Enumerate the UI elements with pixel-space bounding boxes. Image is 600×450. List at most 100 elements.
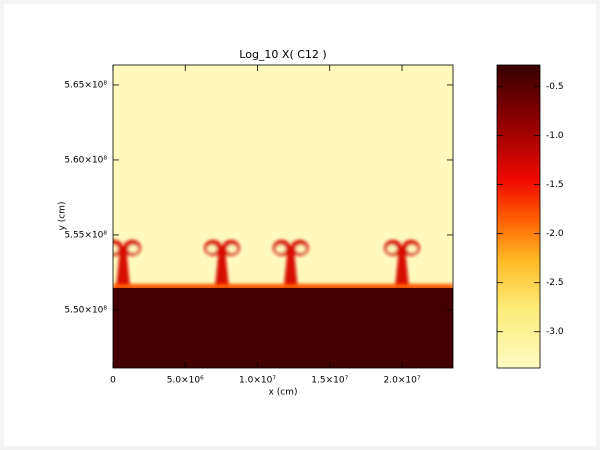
colorbar-swatch [497,176,540,180]
plume-cap-core [128,244,139,253]
plume-cap-core [206,244,217,253]
colorbar-swatch [497,82,540,86]
plume [203,239,240,288]
colorbar-swatch [497,312,540,316]
colorbar-swatch [497,100,540,104]
colorbar-swatch [497,166,540,170]
colorbar-swatch [497,201,540,205]
y-tick-label: 5.55×10⁸ [64,230,107,240]
plume-stem [214,247,229,288]
colorbar-swatch [497,143,540,147]
colorbar-swatch [497,67,540,71]
colorbar-swatch [497,261,540,265]
x-tick-label: 1.5×10⁷ [311,376,348,386]
colorbar-swatch [497,153,540,157]
plume [383,239,420,288]
colorbar-swatch [497,198,540,202]
colorbar-swatch [497,150,540,154]
colorbar-swatch [497,155,540,159]
colorbar-swatch [497,347,540,351]
colorbar-swatch [497,289,540,293]
colorbar-swatch [497,325,540,329]
colorbar-swatch [497,362,540,366]
colorbar-swatch [497,125,540,129]
colorbar-swatch [497,360,540,364]
colorbar-tick-label: -2.5 [546,278,564,288]
colorbar-swatch [497,352,540,356]
colorbar-swatch [497,105,540,109]
colorbar-swatch [497,196,540,200]
colorbar-swatch [497,120,540,124]
colorbar-swatch [497,274,540,278]
plume [272,239,309,288]
colorbar-swatch [497,254,540,258]
colorbar-swatch [497,332,540,336]
colorbar-swatch [497,186,540,190]
colorbar-swatch [497,213,540,217]
colorbar-swatch [497,231,540,235]
colorbar-swatch [497,206,540,210]
field-layer [113,287,453,368]
y-tick-label: 5.50×10⁸ [64,305,107,315]
colorbar-swatch [497,236,540,240]
x-tick-label: 1.0×10⁷ [239,376,276,386]
plume-cap-core [295,244,306,253]
colorbar-swatch [497,357,540,361]
mixing-band [113,283,453,290]
plume-stem [394,247,409,288]
plume-cap-core [113,244,119,253]
colorbar-swatch [497,272,540,276]
colorbar-swatch [497,267,540,271]
colorbar-swatch [497,70,540,74]
colorbar-swatch [497,241,540,245]
plot-frame [112,64,454,369]
colorbar-swatch [497,168,540,172]
colorbar-frame [496,64,541,369]
colorbar-swatch [497,145,540,149]
colorbar-swatch [497,249,540,253]
colorbar-swatch [497,193,540,197]
colorbar-swatch [497,229,540,233]
colorbar-swatch [497,158,540,162]
colorbar-swatch [497,342,540,346]
colorbar-swatch [497,340,540,344]
colorbar-swatch [497,304,540,308]
colorbar-tick-label: -2.0 [546,229,564,239]
y-tick-label: 5.65×10⁸ [64,80,107,90]
colorbar-swatch [497,322,540,326]
colorbar-swatch [497,314,540,318]
colorbar-swatch [497,219,540,223]
colorbar-tick-label: -1.5 [546,180,564,190]
colorbar-swatch [497,317,540,321]
colorbar-swatch [497,259,540,263]
colorbar-swatch [497,292,540,296]
colorbar-swatch [497,135,540,139]
colorbar-swatch [497,72,540,76]
colorbar-swatch [497,279,540,283]
colorbar-swatch [497,188,540,192]
colorbar-swatch [497,181,540,185]
colorbar-swatch [497,95,540,99]
colorbar-swatch [497,345,540,349]
colorbar-tick-label: -1.0 [546,131,564,141]
colorbar-swatch [497,87,540,91]
colorbar-swatch [497,171,540,175]
colorbar-swatch [497,140,540,144]
colorbar-swatch [497,337,540,341]
colorbar-swatch [497,302,540,306]
colorbar-swatch [497,234,540,238]
colorbar-swatch [497,128,540,132]
plume-stem [116,247,131,288]
plume-cap-core [226,244,237,253]
colorbar-swatch [497,80,540,84]
y-tick-label: 5.60×10⁸ [64,155,107,165]
colorbar-swatch [497,320,540,324]
plot-area [113,65,453,368]
colorbar-swatch [497,183,540,187]
colorbar-swatch [497,133,540,137]
colorbar-swatch [497,307,540,311]
colorbar-swatch [497,355,540,359]
x-tick-label: 5.0×10⁶ [167,376,204,386]
